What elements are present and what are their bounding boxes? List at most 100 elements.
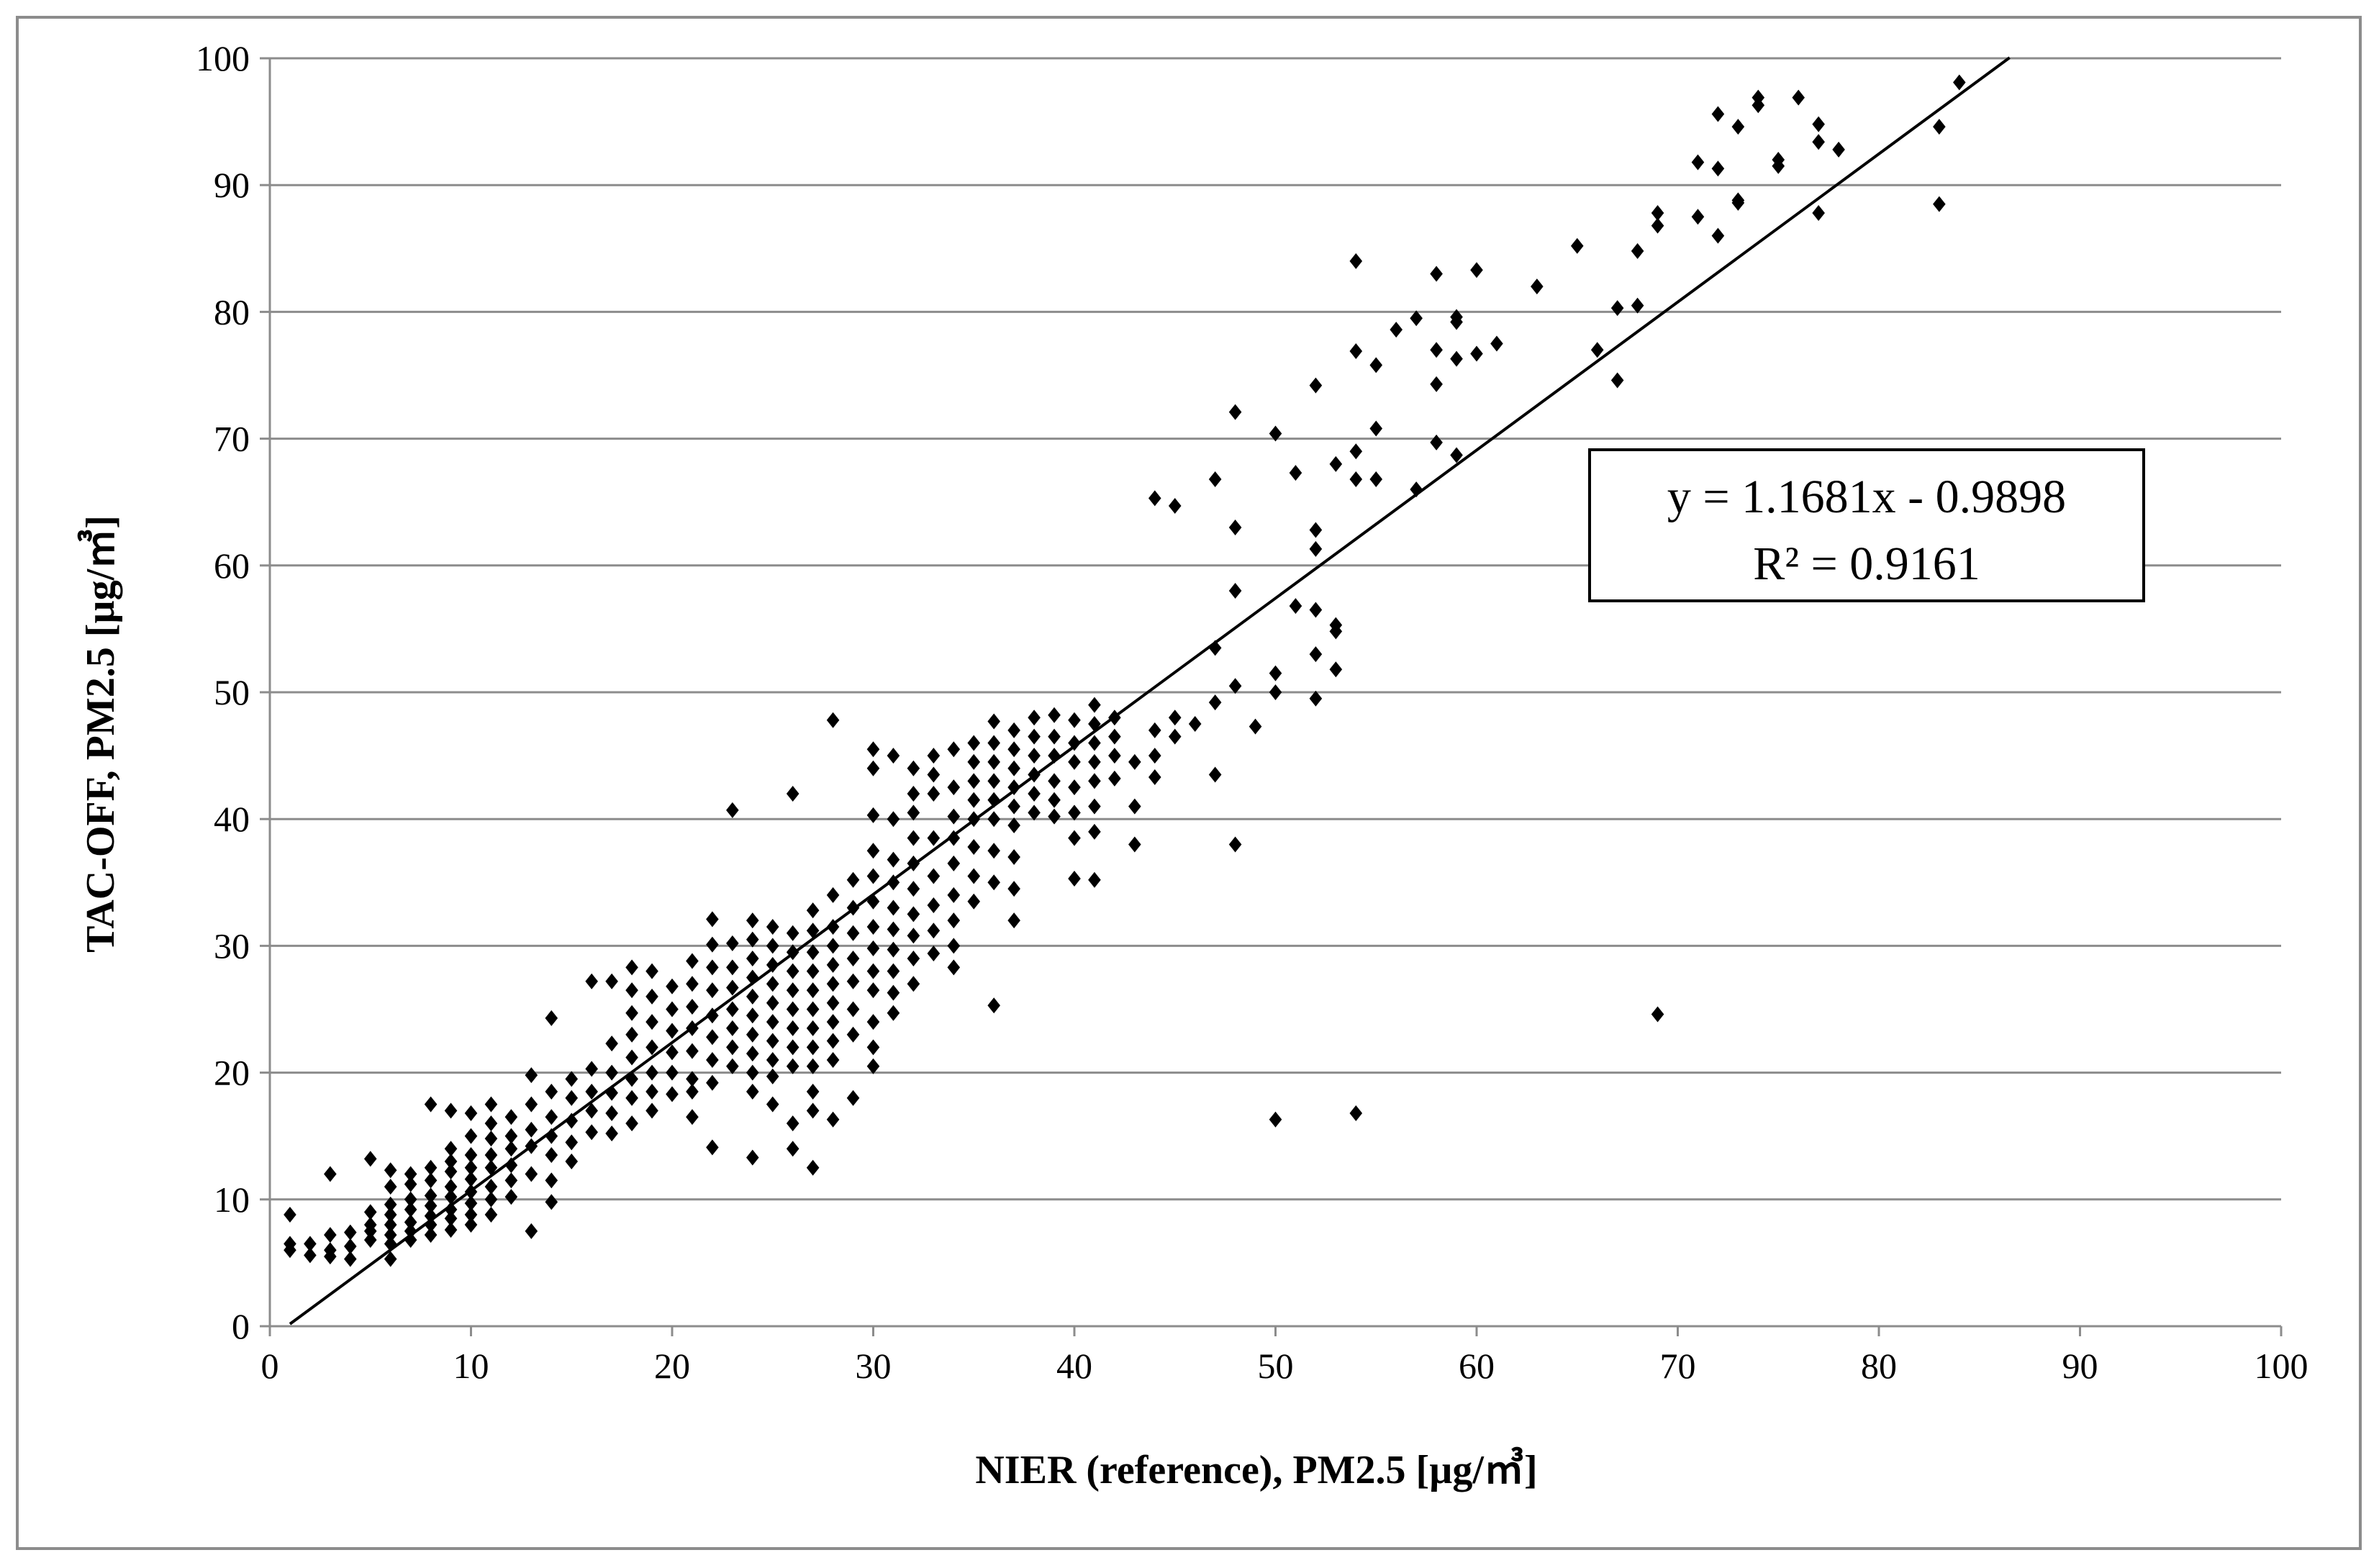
data-point [666,1044,679,1061]
data-point [565,1089,579,1106]
data-point [866,843,880,859]
data-point [826,976,840,992]
data-point [444,1164,458,1180]
data-point [887,921,900,938]
data-point [927,785,941,802]
data-point [404,1191,417,1207]
data-point [826,1033,840,1049]
data-point [444,1189,458,1205]
data-point [766,1068,779,1084]
data-point [1631,243,1644,259]
data-point [907,976,920,992]
data-point [625,1026,638,1043]
data-point [907,805,920,821]
data-point [826,712,840,728]
data-point [726,1058,739,1074]
data-point [746,1064,759,1081]
data-point [1108,748,1121,764]
data-point [786,963,799,979]
data-point [645,1039,658,1056]
data-point [304,1247,317,1264]
data-point [464,1171,478,1187]
data-point [525,1121,538,1138]
data-point [504,1109,518,1125]
data-point [987,713,1000,730]
data-point [786,785,799,802]
data-point [866,982,880,999]
data-point [947,855,961,871]
data-point [766,938,779,954]
data-point [1812,116,1825,132]
data-point [424,1207,438,1224]
data-point [384,1227,397,1243]
data-point [786,1020,799,1036]
data-point [384,1162,397,1179]
data-point [1570,237,1584,254]
data-point [384,1206,397,1223]
x-tick-label: 20 [654,1346,690,1386]
data-point [826,1111,840,1128]
data-point [927,923,941,939]
data-point [1832,141,1845,158]
y-tick-label: 0 [232,1306,250,1346]
data-point [625,1115,638,1132]
data-point [907,906,920,923]
data-point [947,887,961,903]
data-point [706,1051,719,1068]
data-point [324,1166,337,1182]
data-point [866,1058,880,1074]
data-point [1028,710,1041,726]
data-point [726,1020,739,1036]
data-point [1691,154,1705,171]
data-point [384,1251,397,1267]
data-point [525,1067,538,1084]
data-point [1228,583,1242,599]
data-point [545,1010,558,1026]
y-axis-title: TAC-OFF, PM2.5 [µg/㎥] [78,515,123,953]
data-point [1068,871,1081,887]
data-point [1088,753,1101,770]
data-point [666,1023,679,1039]
data-point [545,1194,558,1210]
data-point [1430,342,1443,358]
data-point [726,802,739,818]
data-point [706,1074,719,1091]
data-point [585,973,598,989]
data-point [866,918,880,935]
data-point [1490,335,1503,352]
data-point [806,982,820,999]
data-point [1651,217,1664,234]
y-tick-label: 40 [214,799,250,839]
data-point [1792,89,1805,106]
data-point [786,1115,799,1132]
data-point [686,998,699,1015]
data-point [504,1189,518,1205]
data-point [746,951,759,967]
data-point [1933,119,1946,135]
data-point [927,868,941,884]
x-tick-label: 80 [1861,1346,1897,1386]
data-point [1711,160,1725,177]
data-point [404,1166,417,1182]
data-point [1168,728,1182,745]
data-point [484,1096,498,1112]
data-point [363,1223,377,1239]
data-point [605,1064,618,1081]
data-point [706,936,719,953]
data-point [887,748,900,764]
data-point [1953,74,1966,91]
data-point [1651,1006,1664,1023]
data-point [746,912,759,929]
data-point [344,1238,357,1254]
data-point [284,1242,296,1259]
data-point [846,951,860,967]
data-point [806,1058,820,1074]
data-point [363,1151,377,1167]
data-point [907,760,920,776]
data-point [545,1172,558,1189]
x-tick-label: 60 [1459,1346,1495,1386]
data-point [987,843,1000,859]
data-point [585,1102,598,1119]
data-point [967,868,981,884]
data-point [927,830,941,846]
